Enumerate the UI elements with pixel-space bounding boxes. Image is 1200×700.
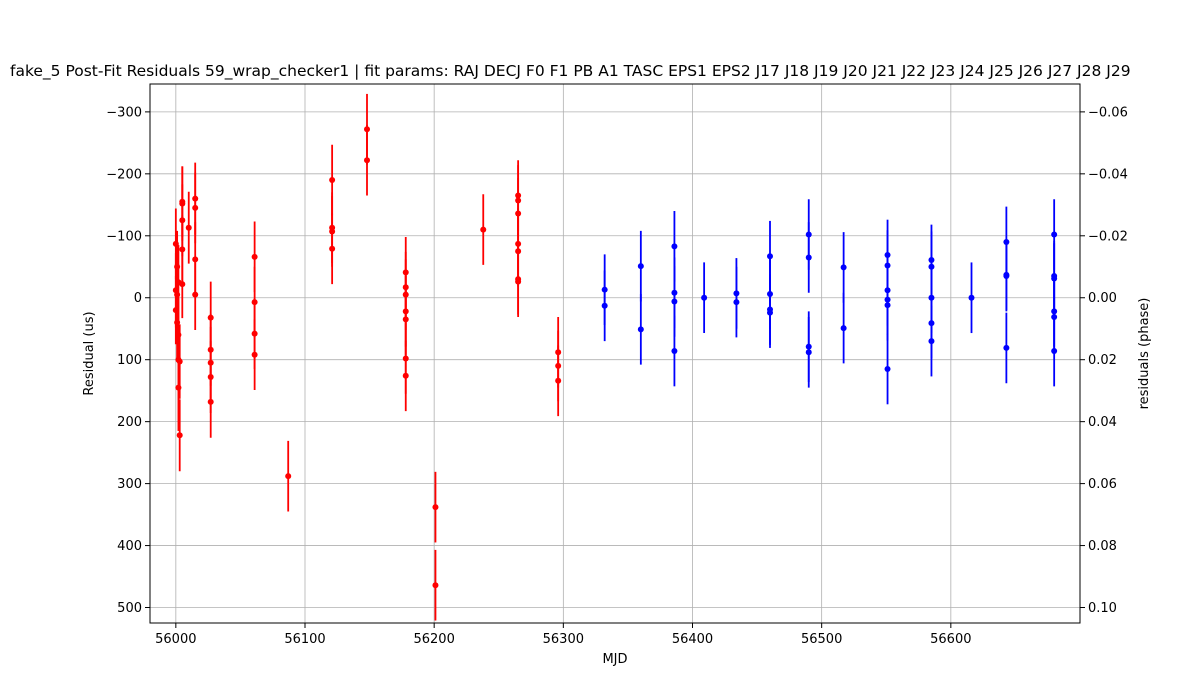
data-point — [884, 302, 891, 309]
data-point — [733, 299, 740, 306]
data-point — [1051, 231, 1058, 238]
data-point — [928, 338, 935, 345]
y-tick-label: 300 — [117, 477, 142, 492]
data-point — [767, 253, 773, 260]
chart-title: fake_5 Post-Fit Residuals 59_wrap_checke… — [10, 62, 1131, 81]
data-point — [637, 326, 644, 333]
x-tick-label: 56100 — [284, 632, 325, 647]
x-axis-label: MJD — [602, 652, 627, 667]
data-point — [671, 243, 678, 250]
data-point — [515, 278, 522, 285]
plot-frame — [149, 83, 1081, 624]
data-point — [185, 224, 192, 231]
data-point — [207, 398, 214, 405]
series-1 — [601, 199, 1058, 405]
grid-lines — [150, 84, 1080, 623]
data-point — [601, 302, 608, 309]
y2-tick-label: 0.10 — [1088, 601, 1117, 616]
data-point — [179, 281, 186, 288]
y-tick-label: 100 — [117, 353, 142, 368]
y-axis-label: Residual (us) — [82, 311, 97, 395]
y-tick-label: 0 — [134, 291, 142, 306]
y2-tick-label: 0.04 — [1088, 415, 1117, 430]
data-point — [192, 204, 199, 211]
data-point — [701, 294, 708, 301]
data-point — [805, 349, 812, 356]
data-point — [329, 245, 336, 252]
data-point — [1051, 348, 1058, 355]
x-tick-label: 56200 — [413, 632, 454, 647]
data-point — [805, 254, 812, 261]
data-marks — [172, 93, 1058, 621]
x-tick-label: 56500 — [801, 632, 842, 647]
data-point — [285, 473, 292, 480]
y-tick-label: 200 — [117, 415, 142, 430]
y2-axis-label: residuals (phase) — [1137, 298, 1152, 410]
data-point — [179, 246, 186, 253]
y-axis-right: −0.06 −0.04 −0.02 0.00 0.02 0.04 0.06 0.08 0.10 — [1080, 105, 1128, 616]
data-point — [432, 582, 439, 589]
data-point — [329, 177, 336, 184]
data-point — [480, 226, 487, 233]
y2-tick-label: −0.04 — [1088, 167, 1128, 182]
y2-tick-label: 0.00 — [1088, 291, 1117, 306]
y-tick-label: −100 — [106, 229, 142, 244]
data-point — [671, 348, 678, 355]
data-point — [1003, 273, 1010, 280]
y-axis-left: −300 −200 −100 0 100 200 300 400 500 — [106, 105, 150, 616]
x-tick-label: 56300 — [543, 632, 584, 647]
data-point — [251, 351, 258, 358]
y-tick-label: 400 — [117, 539, 142, 554]
y2-tick-label: 0.06 — [1088, 477, 1117, 492]
data-point — [402, 316, 409, 323]
data-point — [637, 263, 644, 270]
data-point — [840, 325, 847, 332]
x-tick-label: 56000 — [155, 632, 196, 647]
data-point — [176, 432, 183, 439]
x-tick-label: 56400 — [672, 632, 713, 647]
y2-tick-label: 0.02 — [1088, 353, 1117, 368]
data-point — [432, 504, 439, 511]
data-point — [767, 309, 773, 316]
data-point — [364, 157, 370, 164]
series-0 — [172, 93, 562, 621]
data-point — [671, 298, 678, 305]
data-point — [179, 198, 186, 205]
y2-tick-label: 0.08 — [1088, 539, 1117, 554]
y2-tick-label: −0.02 — [1088, 229, 1128, 244]
data-point — [1003, 344, 1010, 351]
data-point — [402, 372, 409, 379]
data-point — [840, 264, 847, 271]
y-tick-label: −200 — [106, 167, 142, 182]
y2-tick-label: −0.06 — [1088, 105, 1128, 120]
y-tick-label: −300 — [106, 105, 142, 120]
data-point — [192, 291, 199, 298]
x-axis: 56000 56100 56200 56300 56400 56500 56600 — [155, 623, 972, 647]
data-point — [968, 294, 975, 301]
data-point — [251, 253, 258, 260]
x-tick-label: 56600 — [930, 632, 971, 647]
data-point — [555, 377, 562, 384]
y-tick-label: 500 — [117, 601, 142, 616]
data-point — [175, 331, 182, 338]
data-point — [884, 365, 891, 372]
